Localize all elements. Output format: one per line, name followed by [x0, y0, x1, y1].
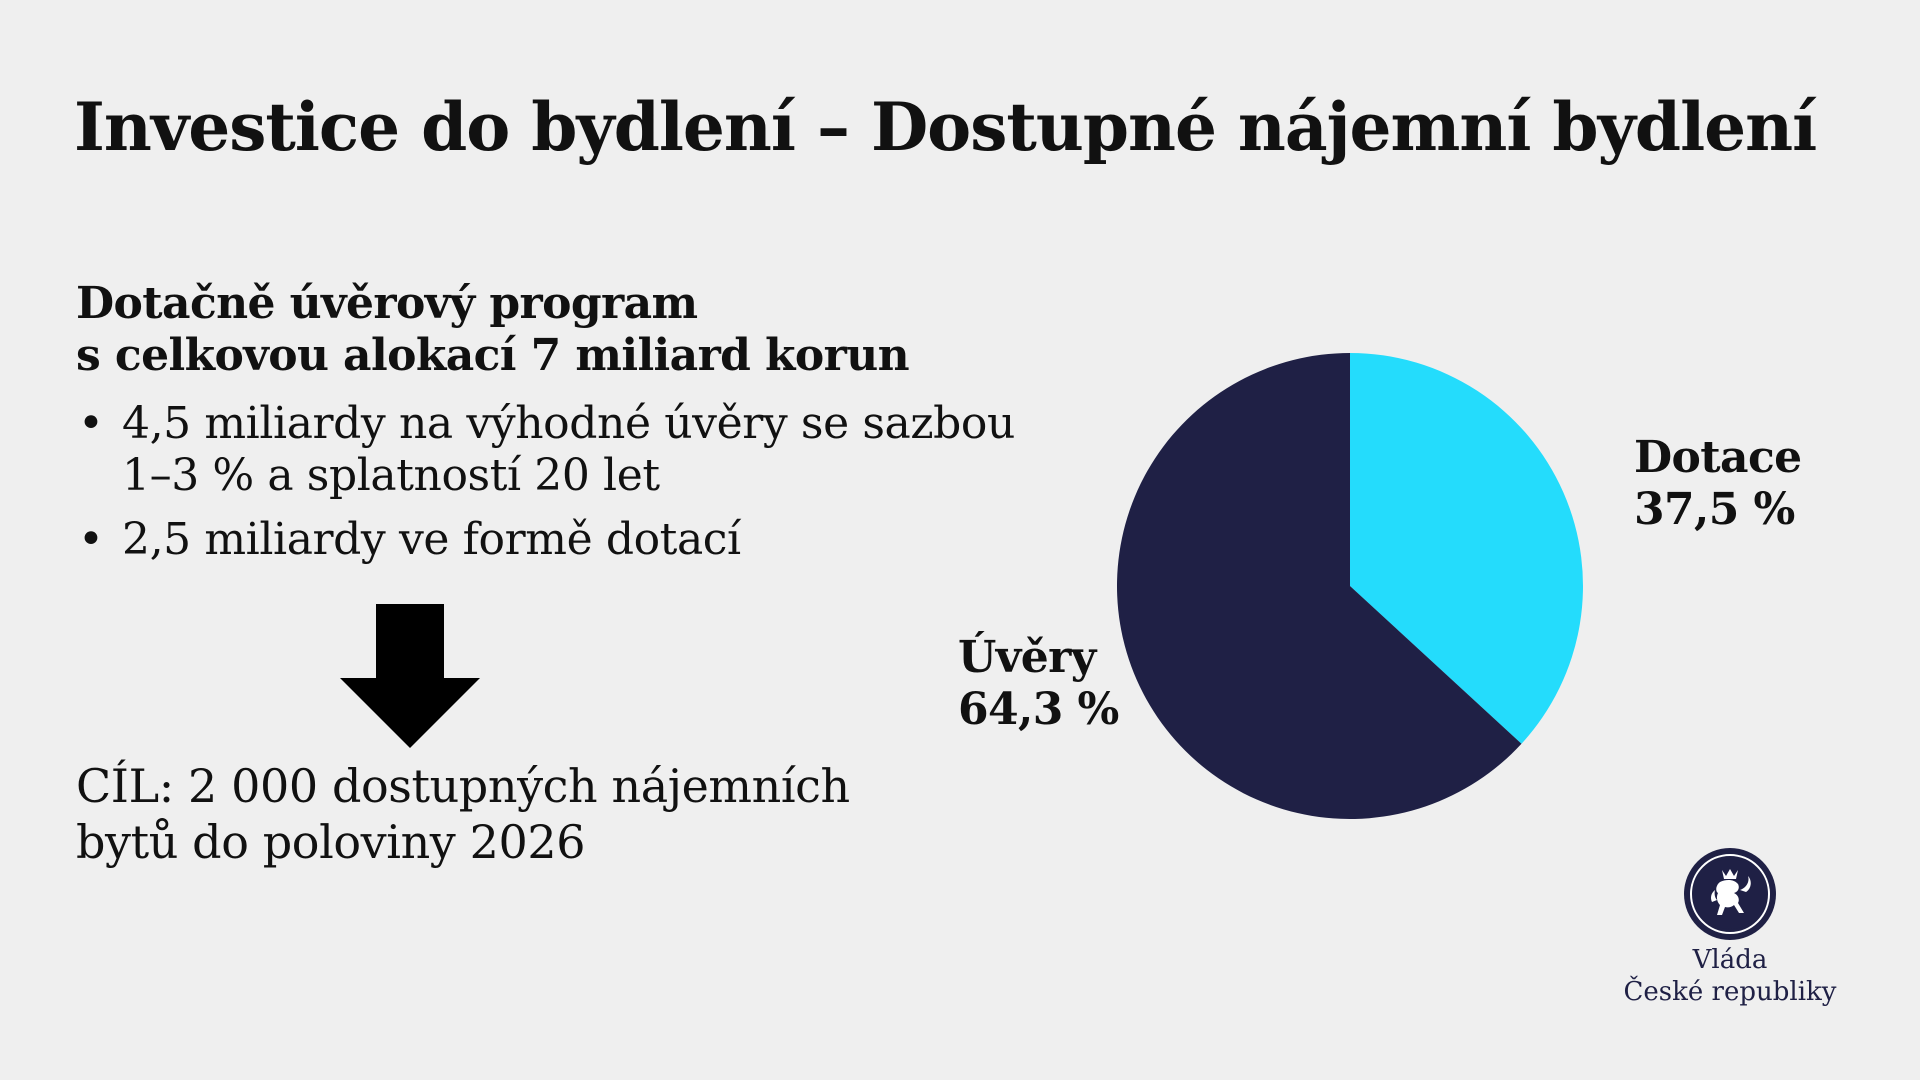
pie-label-dotace: Dotace 37,5 % — [1634, 432, 1802, 536]
goal-text-line1: CÍL: 2 000 dostupných nájemních — [76, 759, 850, 813]
pie-label-uvery: Úvěry 64,3 % — [958, 632, 1119, 736]
page-title: Investice do bydlení – Dostupné nájemní … — [74, 88, 1817, 166]
bullet-item-grants-line1: 2,5 miliardy ve formě dotací — [122, 514, 741, 565]
government-logo-line1: Vláda — [1692, 945, 1768, 975]
program-subheading-line2: s celkovou alokací 7 miliard korun — [76, 330, 910, 381]
pie-label-uvery-name: Úvěry — [958, 632, 1096, 683]
czech-lion-emblem-icon — [1684, 848, 1776, 940]
bullet-item-loans-line1: 4,5 miliardy na výhodné úvěry se sazbou — [122, 398, 1015, 449]
goal-text-line2: bytů do poloviny 2026 — [76, 815, 586, 869]
government-logo-text: Vláda České republiky — [1610, 944, 1850, 1008]
pie-label-uvery-value: 64,3 % — [958, 684, 1119, 735]
bullet-item-grants: 2,5 miliardy ve formě dotací — [76, 514, 1015, 566]
pie-slice-dotace — [1350, 353, 1583, 744]
pie-slice-uvery — [1116, 353, 1522, 819]
arrow-down-icon — [340, 604, 480, 748]
goal-text: CÍL: 2 000 dostupných nájemních bytů do … — [76, 758, 850, 870]
pie-chart — [1116, 353, 1583, 819]
pie-label-dotace-value: 37,5 % — [1634, 484, 1795, 535]
program-bullet-list: 4,5 miliardy na výhodné úvěry se sazbou … — [76, 398, 1015, 578]
program-subheading: Dotačně úvěrový program s celkovou aloka… — [76, 278, 910, 382]
program-subheading-line1: Dotačně úvěrový program — [76, 278, 698, 329]
bullet-item-loans: 4,5 miliardy na výhodné úvěry se sazbou … — [76, 398, 1015, 502]
bullet-item-loans-line2: 1–3 % a splatností 20 let — [122, 450, 660, 501]
pie-label-dotace-name: Dotace — [1634, 432, 1802, 483]
government-logo-line2: České republiky — [1623, 977, 1837, 1007]
